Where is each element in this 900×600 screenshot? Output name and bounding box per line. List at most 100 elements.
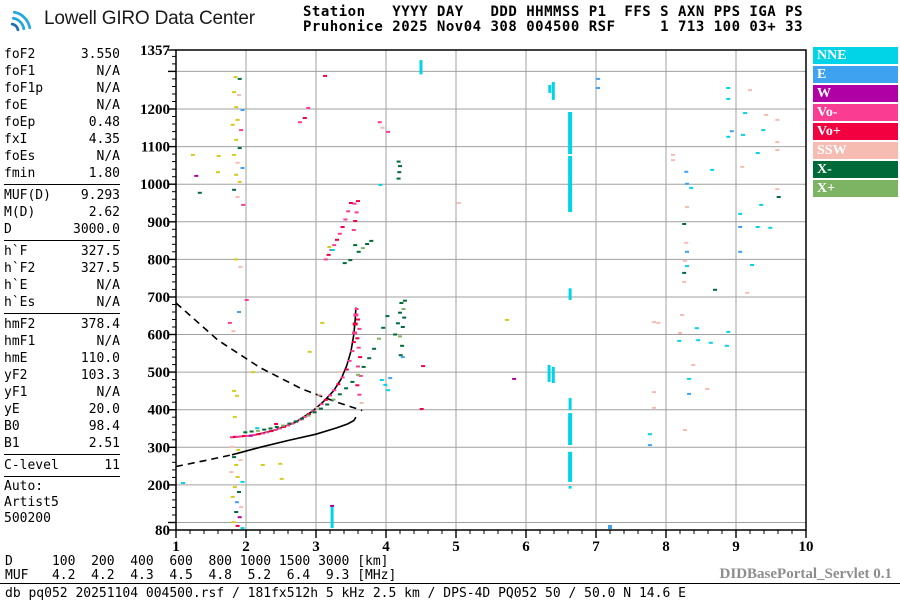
parameter-row: yE 20.0 [4,401,120,418]
parameter-value: 0.48 [88,115,120,130]
svg-text:2: 2 [242,539,250,555]
parameter-label: C-level [4,458,59,473]
parameter-row: B0 98.4 [4,418,120,435]
electron-density-profile [231,416,357,456]
parameter-value: 103.3 [80,368,120,383]
parameter-label: MUF(D) [4,188,51,203]
profile-extrapolated [175,454,233,468]
autoscaling-info: Auto: Artist5 500200 [4,476,120,529]
svg-text:4: 4 [382,539,390,555]
parameter-value: 327.5 [80,261,120,276]
autoscaling-line: Auto: [4,479,44,494]
parameter-label: yF1 [4,385,28,400]
parameter-label: foF1p [4,81,44,96]
parameter-row: foF2 3.550 [4,46,120,63]
parameter-value: 98.4 [88,419,120,434]
svg-text:900: 900 [148,215,171,231]
legend-item-nne: NNE [813,47,898,64]
svg-text:9: 9 [732,539,740,555]
d-row: D 100 200 400 600 800 1000 1500 3000 [km… [5,554,389,569]
parameter-label: fmin [4,166,36,181]
svg-text:5: 5 [452,539,460,555]
parameter-row: foF1p N/A [4,80,120,97]
parameter-label: D [4,222,12,237]
parameter-value: N/A [96,278,120,293]
parameter-row: fmin 1.80 [4,165,120,182]
parameter-value: 110.0 [80,351,120,366]
transmission-curve [175,302,363,412]
parameter-label: yF2 [4,368,28,383]
parameter-value: 378.4 [80,317,120,332]
legend-item-ssw: SSW [813,142,898,159]
parameter-value: 4.35 [88,132,120,147]
d-muf-table: D 100 200 400 600 800 1000 1500 3000 [km… [5,555,396,583]
parameter-value: N/A [96,98,120,113]
legend-item-x: X- [813,161,898,178]
parameter-label: fxI [4,132,28,147]
parameter-row: h`Es N/A [4,294,120,311]
parameter-label: yE [4,402,20,417]
svg-text:500: 500 [148,365,171,381]
parameter-value: 327.5 [80,244,120,259]
legend-item-vo: Vo+ [813,123,898,140]
parameter-label: foEs [4,149,36,164]
svg-text:6: 6 [522,539,530,555]
parameter-value: N/A [96,64,120,79]
parameter-row: yF1 N/A [4,384,120,401]
parameter-label: foF2 [4,47,36,62]
parameter-label: h`E [4,278,28,293]
svg-text:10: 10 [799,539,814,555]
svg-text:1100: 1100 [141,140,170,156]
parameter-row: M(D) 2.62 [4,204,120,221]
status-bar: db pq052 20251104 004500.rsf / 181fx512h… [5,586,686,600]
parameter-row: foF1 N/A [4,63,120,80]
parameter-label: M(D) [4,205,36,220]
giro-logo-icon [6,4,42,39]
parameter-label: foE [4,98,28,113]
parameter-label: h`F2 [4,261,36,276]
svg-text:1000: 1000 [140,177,170,193]
parameter-value: N/A [96,295,120,310]
parameter-label: B0 [4,419,20,434]
svg-text:300: 300 [148,440,171,456]
parameter-value: 20.0 [88,402,120,417]
parameter-row: h`F 327.5 [4,243,120,260]
parameter-value: 2.51 [88,436,120,451]
svg-text:200: 200 [148,478,171,494]
parameter-label: h`Es [4,295,36,310]
svg-text:8: 8 [662,539,670,555]
page-title: Lowell GIRO Data Center [44,8,255,29]
parameter-value: 11 [104,458,120,473]
parameter-value: N/A [96,385,120,400]
echo-direction-legend: NNE E W Vo- Vo+ SSW X- X+ [813,47,898,199]
parameter-row: yF2 103.3 [4,367,120,384]
parameter-row: C-level 11 [4,457,120,474]
parameter-label: hmF2 [4,317,36,332]
parameter-row: D 3000.0 [4,221,120,238]
svg-text:1200: 1200 [140,102,170,118]
servlet-version-label: DIDBasePortal_Servlet 0.1 [719,566,892,582]
legend-item-w: W [813,85,898,102]
parameter-row: hmF1 N/A [4,333,120,350]
svg-text:600: 600 [148,328,171,344]
muf-row: MUF 4.2 4.2 4.3 4.5 4.8 5.2 6.4 9.3 [MHz… [5,568,397,583]
parameter-label: foF1 [4,64,36,79]
parameter-label: B1 [4,436,20,451]
parameter-row: foE N/A [4,97,120,114]
parameter-row: B1 2.51 [4,435,120,452]
parameter-value: N/A [96,334,120,349]
parameter-row: foEs N/A [4,148,120,165]
parameter-row: hmF2 378.4 [4,316,120,333]
parameter-label: foEp [4,115,36,130]
svg-text:80: 80 [155,523,170,539]
parameter-value: 2.62 [88,205,120,220]
parameter-row: h`E N/A [4,277,120,294]
svg-text:7: 7 [592,539,600,555]
svg-text:1357: 1357 [140,43,171,59]
footer-divider [0,583,900,584]
station-header: Station YYYY DAY DDD HHMMSS P1 FFS S AXN… [303,5,803,35]
parameter-row: hmE 110.0 [4,350,120,367]
autoscaling-line: Artist5 [4,495,59,510]
